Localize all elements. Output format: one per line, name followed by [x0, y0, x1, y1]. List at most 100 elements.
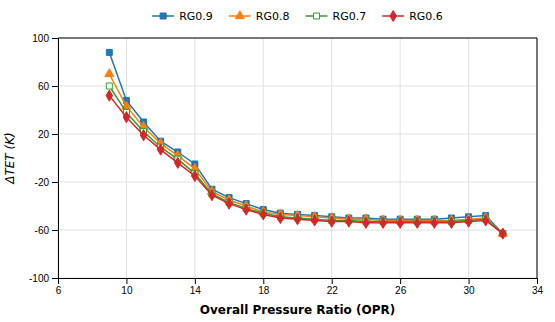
grid-line-y	[58, 86, 537, 87]
y-axis-tick: -100	[29, 273, 58, 284]
point	[106, 49, 112, 55]
x-axis-tick-label: 26	[395, 285, 407, 296]
point	[328, 216, 334, 227]
y-axis: -100 -60 -20 20 60 100	[29, 33, 59, 284]
marks	[105, 49, 508, 239]
y-axis-tick: 100	[32, 33, 58, 44]
x-axis-tick-mark	[126, 278, 127, 284]
x-axis-tick: 26	[395, 278, 407, 296]
legend-label: RG0.9	[179, 10, 213, 23]
y-axis-tick-label: -20	[35, 177, 50, 188]
x-axis: 6 10 14 18 22 26 30 34	[56, 278, 544, 296]
y-axis-tick-mark	[52, 230, 58, 231]
y-axis-tick-mark	[52, 38, 58, 39]
point	[431, 217, 437, 228]
legend-label: RG0.8	[256, 10, 290, 23]
legend-item: RG0.8	[229, 10, 290, 23]
point	[105, 69, 114, 77]
grid-line-x	[126, 38, 127, 278]
y-axis-tick-label: 20	[38, 129, 50, 140]
point	[260, 209, 266, 220]
x-axis-tick-mark	[537, 278, 538, 284]
point	[397, 217, 403, 228]
y-axis-line	[52, 39, 59, 279]
x-axis-tick-label: 22	[327, 285, 339, 296]
point	[106, 90, 112, 101]
chart: 6 10 14 18 22 26 30 34 -100 -60 -20 20 60 100 Overall …	[0, 0, 555, 322]
x-axis-title: Overall Pressure Ratio (OPR)	[200, 303, 395, 317]
plot: 6 10 14 18 22 26 30 34 -100 -60 -20 20 60 100	[29, 33, 544, 296]
point	[294, 214, 300, 225]
legend-label: RG0.6	[409, 10, 443, 23]
frame-right	[537, 38, 538, 278]
point	[140, 130, 146, 141]
point	[448, 217, 454, 228]
grid-line-x	[194, 38, 195, 278]
x-axis-line	[59, 279, 538, 285]
point	[243, 204, 249, 215]
grid-line-x	[331, 38, 332, 278]
point	[192, 170, 198, 181]
x-axis-tick-mark	[263, 278, 264, 284]
grid-line-y	[58, 230, 537, 231]
y-axis-tick-label: 60	[38, 81, 50, 92]
legend: RG0.9 RG0.8 RG0.7 RG0.6	[152, 10, 443, 23]
x-axis-tick: 10	[121, 278, 133, 296]
point	[380, 217, 386, 228]
point	[106, 83, 112, 89]
legend-item: RG0.6	[382, 10, 443, 23]
y-axis-tick-label: 100	[32, 33, 49, 44]
y-axis-tick-mark	[52, 182, 58, 183]
x-axis-tick-label: 14	[190, 285, 202, 296]
x-axis-tick-mark	[400, 278, 401, 284]
point	[226, 198, 232, 209]
x-axis-tick: 14	[190, 278, 202, 296]
series-line	[109, 52, 502, 233]
point	[346, 216, 352, 227]
x-axis-tick: 30	[464, 278, 476, 296]
x-axis-tick-label: 34	[532, 285, 544, 296]
y-axis-tick-label: -100	[29, 273, 49, 284]
x-axis-tick: 34	[532, 278, 544, 296]
series-line	[109, 74, 502, 234]
legend-item: RG0.7	[306, 10, 367, 23]
point	[123, 112, 129, 123]
x-axis-tick-label: 10	[121, 285, 133, 296]
grid-line-y	[58, 38, 537, 39]
legend-label: RG0.7	[333, 10, 367, 23]
frame-top	[58, 38, 537, 39]
point	[482, 215, 488, 226]
point	[363, 217, 369, 228]
y-axis-tick: 20	[38, 129, 58, 140]
y-axis-tick: -60	[35, 225, 58, 236]
point	[277, 212, 283, 223]
x-axis-tick-mark	[332, 278, 333, 284]
y-axis-tick: 60	[38, 81, 58, 92]
legend-marker	[235, 11, 244, 19]
legend-marker	[314, 13, 320, 19]
x-axis-tick-mark	[469, 278, 470, 284]
x-axis-tick-mark	[195, 278, 196, 284]
point	[311, 215, 317, 226]
y-axis-tick-mark	[52, 86, 58, 87]
x-axis-tick-label: 18	[258, 285, 270, 296]
point	[500, 228, 506, 239]
grid-line-x	[263, 38, 264, 278]
point	[157, 144, 163, 155]
x-axis-tick: 22	[327, 278, 339, 296]
grid-line-y	[58, 134, 537, 135]
series-line	[109, 86, 502, 234]
y-axis-tick-mark	[52, 278, 58, 279]
legend-item: RG0.9	[152, 10, 213, 23]
point	[414, 217, 420, 228]
x-axis-tick: 6	[56, 278, 62, 296]
x-axis-tick-label: 6	[56, 285, 62, 296]
point	[175, 157, 181, 168]
y-axis-title: ΔTET (K)	[3, 132, 17, 185]
point	[209, 190, 215, 201]
grid-line-x	[400, 38, 401, 278]
x-axis-tick-label: 30	[464, 285, 476, 296]
legend-marker	[160, 13, 166, 19]
y-axis-tick: -20	[35, 177, 58, 188]
grid-line-x	[468, 38, 469, 278]
